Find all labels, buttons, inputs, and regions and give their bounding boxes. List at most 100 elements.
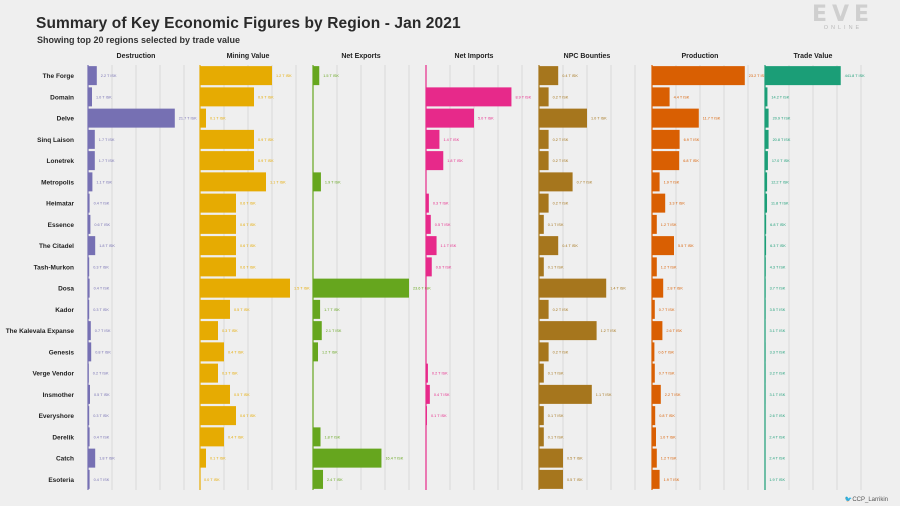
data-label-net-imports-verge-vendor: 0.2 T ISK [432,372,448,376]
data-label-mining-value-heimatar: 0.6 T ISK [240,202,256,206]
data-label-net-exports-the-kalevala-expanse: 2.1 T ISK [326,329,342,333]
data-label-destruction-genesis: 0.8 T ISK [95,350,111,354]
data-label-net-imports-domain: 8.9 T ISK [515,95,531,99]
bar-npc-bounties-esoteria [539,469,563,489]
data-label-npc-bounties-domain: 0.2 T ISK [553,95,569,99]
region-label-esoteria: Esoteria [48,477,74,484]
data-label-production-domain: 4.4 T ISK [674,95,690,99]
data-label-net-exports-the-forge: 1.5 T ISK [323,74,339,78]
bar-destruction-the-forge [88,66,97,86]
bar-mining-value-essence [200,214,236,234]
data-label-npc-bounties-catch: 0.5 T ISK [567,457,583,461]
bar-npc-bounties-tash-murkon [539,257,544,277]
bar-mining-value-the-forge [200,66,272,86]
data-label-production-the-forge: 23.2 T ISK [749,74,767,78]
data-label-production-catch: 1.2 T ISK [661,457,677,461]
data-label-npc-bounties-dosa: 1.4 T ISK [610,287,626,291]
data-label-destruction-sinq-laison: 1.7 T ISK [99,138,115,142]
bar-production-metropolis [652,172,660,192]
region-label-the-citadel: The Citadel [39,243,74,250]
bar-npc-bounties-the-citadel [539,236,559,256]
bar-production-heimatar [652,193,666,213]
data-label-mining-value-metropolis: 1.1 T ISK [270,180,286,184]
bar-destruction-esoteria [88,469,90,489]
data-label-net-exports-esoteria: 2.4 T ISK [327,478,343,482]
bar-net-exports-dosa [313,278,409,298]
bar-destruction-heimatar [88,193,90,213]
data-label-npc-bounties-tash-murkon: 0.1 T ISK [548,265,564,269]
bar-trade-value-heimatar [765,193,768,213]
data-label-destruction-essence: 0.6 T ISK [94,223,110,227]
data-label-destruction-the-citadel: 1.8 T ISK [99,244,115,248]
data-label-net-exports-kador: 1.7 T ISK [324,308,340,312]
bar-npc-bounties-the-forge [539,66,559,86]
data-label-trade-value-genesis: 3.3 T ISK [770,350,786,354]
data-label-npc-bounties-the-citadel: 0.4 T ISK [562,244,578,248]
data-label-mining-value-derelik: 0.4 T ISK [228,435,244,439]
region-label-domain: Domain [50,94,74,101]
bar-mining-value-catch [200,448,206,468]
bar-trade-value-sinq-laison [765,129,769,149]
bar-net-exports-derelik [313,427,321,447]
bar-mining-value-metropolis [200,172,266,192]
data-label-trade-value-metropolis: 12.2 T ISK [771,180,789,184]
bar-mining-value-dosa [200,278,290,298]
bar-net-exports-kador [313,299,321,319]
data-label-net-imports-insmother: 0.4 T ISK [434,393,450,397]
bar-net-imports-delve [426,108,474,128]
data-label-production-essence: 1.2 T ISK [661,223,677,227]
bar-mining-value-delve [200,108,206,128]
region-label-the-kalevala-expanse: The Kalevala Expanse [6,328,75,335]
bar-npc-bounties-the-kalevala-expanse [539,321,597,341]
region-label-metropolis: Metropolis [41,179,74,186]
bar-net-imports-lonetrek [426,151,444,171]
panel-title-npc-bounties: NPC Bounties [564,53,611,60]
data-label-net-imports-essence: 0.5 T ISK [435,223,451,227]
bar-net-imports-domain [426,87,512,107]
bar-production-sinq-laison [652,129,680,149]
bar-production-catch [652,448,657,468]
data-label-mining-value-domain: 0.9 T ISK [258,95,274,99]
data-label-npc-bounties-delve: 1.0 T ISK [591,117,607,121]
bar-trade-value-the-citadel [765,236,767,256]
panel-title-net-exports: Net Exports [341,53,380,60]
bar-production-the-forge [652,66,745,86]
chart-subtitle: Showing top 20 regions selected by trade… [37,35,241,45]
data-label-net-exports-catch: 16.4 T ISK [385,457,403,461]
data-label-mining-value-kador: 0.5 T ISK [234,308,250,312]
bar-production-delve [652,108,699,128]
region-label-heimatar: Heimatar [46,201,74,208]
author-credit: 🐦CCP_Larrikin [845,496,888,503]
bar-production-dosa [652,278,664,298]
data-label-destruction-derelik: 0.4 T ISK [94,435,110,439]
bar-trade-value-insmother [765,384,766,404]
bar-mining-value-everyshore [200,406,236,426]
bar-destruction-delve [88,108,175,128]
bar-net-exports-catch [313,448,382,468]
data-label-npc-bounties-verge-vendor: 0.1 T ISK [548,372,564,376]
bar-destruction-dosa [88,278,90,298]
region-label-everyshore: Everyshore [39,413,75,420]
bar-mining-value-sinq-laison [200,129,254,149]
bar-npc-bounties-sinq-laison [539,129,549,149]
data-label-mining-value-sinq-laison: 0.9 T ISK [258,138,274,142]
data-label-trade-value-verge-vendor: 3.2 T ISK [770,372,786,376]
data-label-mining-value-genesis: 0.4 T ISK [228,350,244,354]
data-label-trade-value-insmother: 3.1 T ISK [770,393,786,397]
data-label-destruction-insmother: 0.5 T ISK [94,393,110,397]
bar-production-tash-murkon [652,257,657,277]
bar-npc-bounties-kador [539,299,549,319]
data-label-trade-value-essence: 6.8 T ISK [770,223,786,227]
bar-npc-bounties-verge-vendor [539,363,544,383]
data-label-net-imports-lonetrek: 1.8 T ISK [447,159,463,163]
data-label-trade-value-the-forge: 441.8 T ISK [845,74,865,78]
data-label-trade-value-delve: 20.9 T ISK [773,117,791,121]
bar-destruction-domain [88,87,92,107]
data-label-net-imports-heimatar: 0.3 T ISK [433,202,449,206]
bar-destruction-genesis [88,342,92,362]
data-label-destruction-delve: 21.7 T ISK [179,117,197,121]
bar-production-derelik [652,427,656,447]
bar-npc-bounties-heimatar [539,193,549,213]
data-label-mining-value-essence: 0.6 T ISK [240,223,256,227]
data-label-production-the-citadel: 5.5 T ISK [678,244,694,248]
